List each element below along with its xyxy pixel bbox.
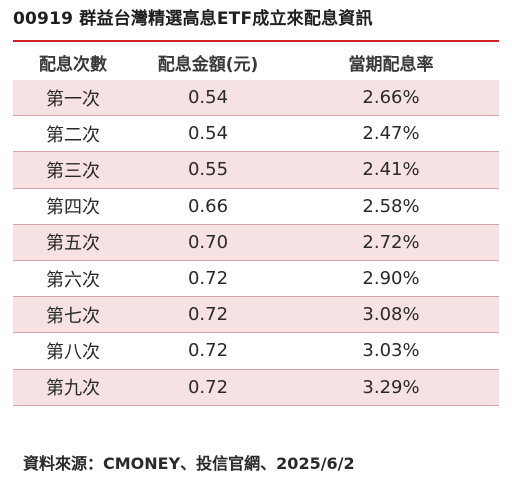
table-row: 第一次 0.54 2.66% bbox=[13, 80, 499, 117]
dividend-count-cell: 第一次 bbox=[46, 88, 100, 110]
dividend-count-cell: 第七次 bbox=[46, 305, 100, 327]
dividend-amount-cell: 0.66 bbox=[187, 195, 229, 217]
table-row: 第八次 0.72 3.03% bbox=[13, 333, 499, 370]
dividend-table: 配息次數 配息金額(元) 當期配息率 第一次 0.54 2.66% 第二次 0.… bbox=[13, 44, 499, 406]
table-row: 第六次 0.72 2.90% bbox=[13, 261, 499, 298]
table-row: 第九次 0.72 3.29% bbox=[13, 369, 499, 406]
dividend-count-cell: 第二次 bbox=[46, 124, 100, 146]
dividend-rate-cell: 2.47% bbox=[362, 123, 420, 145]
dividend-rate-cell: 2.90% bbox=[362, 268, 420, 290]
dividend-amount-cell: 0.72 bbox=[187, 340, 229, 362]
data-source-note: 資料來源：CMONEY、投信官網、2025/6/2 bbox=[23, 454, 355, 473]
dividend-amount-cell: 0.55 bbox=[187, 159, 229, 181]
dividend-amount-cell: 0.72 bbox=[187, 268, 229, 290]
dividend-count-cell: 第四次 bbox=[46, 197, 100, 219]
dividend-rate-cell: 2.41% bbox=[362, 159, 420, 181]
dividend-count-cell: 第六次 bbox=[46, 269, 100, 291]
table-row: 第五次 0.70 2.72% bbox=[13, 224, 499, 261]
dividend-count-cell: 第八次 bbox=[46, 341, 100, 363]
table-row: 第七次 0.72 3.08% bbox=[13, 297, 499, 334]
dividend-amount-cell: 0.72 bbox=[187, 376, 229, 398]
dividend-rate-cell: 2.66% bbox=[362, 87, 420, 109]
dividend-amount-cell: 0.72 bbox=[187, 304, 229, 326]
dividend-amount-cell: 0.70 bbox=[187, 231, 229, 253]
dividend-rate-cell: 3.08% bbox=[362, 304, 420, 326]
dividend-rate-cell: 2.58% bbox=[362, 195, 420, 217]
dividend-rate-cell: 2.72% bbox=[362, 231, 420, 253]
dividend-rate-cell: 3.29% bbox=[362, 376, 420, 398]
dividend-count-cell: 第九次 bbox=[46, 378, 100, 400]
header-dividend-amount: 配息金額(元) bbox=[157, 54, 259, 75]
dividend-count-cell: 第五次 bbox=[46, 233, 100, 255]
dividend-rate-cell: 3.03% bbox=[362, 340, 420, 362]
dividend-count-cell: 第三次 bbox=[46, 160, 100, 182]
header-dividend-rate: 當期配息率 bbox=[348, 54, 434, 75]
header-dividend-count: 配息次數 bbox=[39, 54, 107, 75]
title-divider bbox=[13, 40, 499, 42]
dividend-amount-cell: 0.54 bbox=[187, 87, 229, 109]
table-row: 第四次 0.66 2.58% bbox=[13, 189, 499, 225]
dividend-amount-cell: 0.54 bbox=[187, 123, 229, 145]
table-row: 第二次 0.54 2.47% bbox=[13, 116, 499, 153]
table-header-row: 配息次數 配息金額(元) 當期配息率 bbox=[13, 44, 499, 80]
page-title: 00919 群益台灣精選高息ETF成立來配息資訊 bbox=[13, 9, 373, 29]
table-row: 第三次 0.55 2.41% bbox=[13, 152, 499, 189]
